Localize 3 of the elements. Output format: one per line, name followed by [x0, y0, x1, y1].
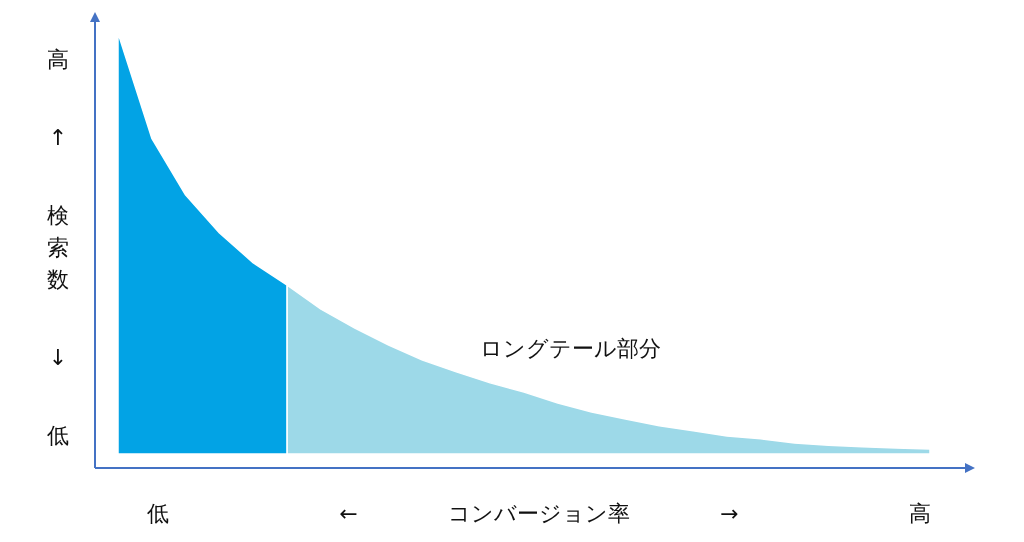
annotation: ロングテール部分	[480, 335, 661, 361]
text: 高 ↑ 検索数 ↓ 低	[47, 47, 69, 448]
text: 低 ← コンバージョン率 → 高	[147, 500, 931, 526]
